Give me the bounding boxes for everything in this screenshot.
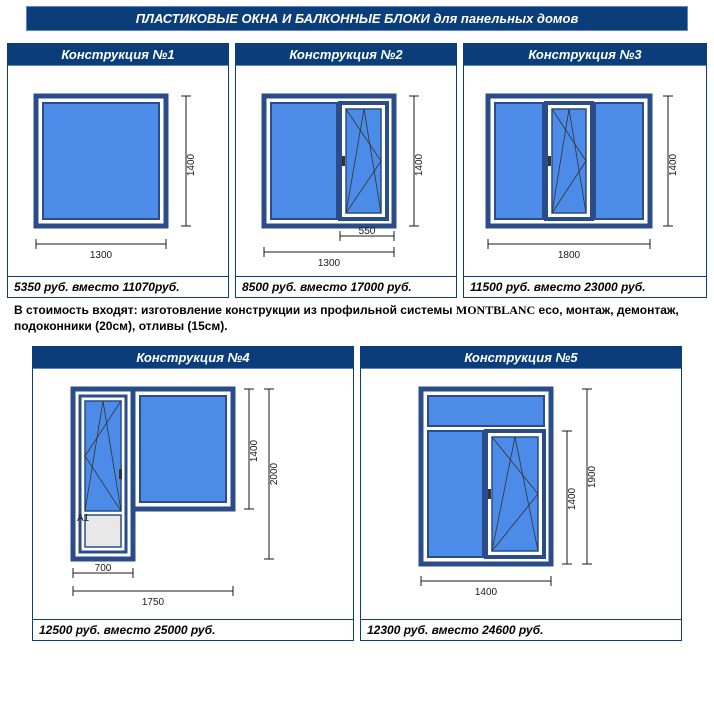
card-4: Конструкция №4 A1 <box>32 346 354 641</box>
card-4-title: Конструкция №4 <box>33 347 353 369</box>
card-4-price: 12500 руб. вместо 25000 руб. <box>33 619 353 640</box>
card-5-diagram: 1400 1900 1400 <box>361 369 683 619</box>
card-2-price: 8500 руб. вместо 17000 руб. <box>236 276 456 297</box>
card-4-body: A1 1400 2000 700 <box>33 369 353 619</box>
svg-text:1400: 1400 <box>249 440 260 463</box>
svg-text:2000: 2000 <box>269 463 280 486</box>
card-3-price: 11500 руб. вместо 23000 руб. <box>464 276 706 297</box>
card-2-body: 1400 550 1300 <box>236 66 456 276</box>
dim-w: 1300 <box>90 250 113 261</box>
svg-text:1800: 1800 <box>558 250 581 261</box>
dim-h: 1400 <box>186 153 197 176</box>
svg-text:1400: 1400 <box>668 153 679 176</box>
svg-text:1900: 1900 <box>587 466 598 489</box>
card-2: Конструкция №2 1400 <box>235 43 457 298</box>
svg-text:700: 700 <box>95 563 112 574</box>
card-3: Конструкция №3 1400 <box>463 43 707 298</box>
card-5-title: Конструкция №5 <box>361 347 681 369</box>
svg-text:550: 550 <box>359 226 376 237</box>
svg-text:1400: 1400 <box>475 587 498 598</box>
card-5-price: 12300 руб. вместо 24600 руб. <box>361 619 681 640</box>
card-1-body: 1400 1300 <box>8 66 228 276</box>
svg-text:1400: 1400 <box>567 488 578 511</box>
card-1-price: 5350 руб. вместо 11070руб. <box>8 276 228 297</box>
card-3-title: Конструкция №3 <box>464 44 706 66</box>
card-1: Конструкция №1 1400 1300 5350 руб. вмест… <box>7 43 229 298</box>
card-3-body: 1400 1800 <box>464 66 706 276</box>
brand-name: MONTBLANC <box>456 303 535 317</box>
card-5-body: 1400 1900 1400 <box>361 369 681 619</box>
row-1: Конструкция №1 1400 1300 5350 руб. вмест… <box>6 43 708 298</box>
card-1-title: Конструкция №1 <box>8 44 228 66</box>
svg-text:1300: 1300 <box>318 258 341 269</box>
svg-text:1400: 1400 <box>414 153 425 176</box>
svg-text:1750: 1750 <box>142 597 165 608</box>
card-3-diagram: 1400 1800 <box>464 66 708 276</box>
inclusion-note: В стоимость входят: изготовление констру… <box>6 298 708 346</box>
page-title: ПЛАСТИКОВЫЕ ОКНА И БАЛКОННЫЕ БЛОКИ для п… <box>26 6 688 31</box>
row-2: Конструкция №4 A1 <box>6 346 708 641</box>
card-2-diagram: 1400 550 1300 <box>236 66 458 276</box>
card-1-diagram: 1400 1300 <box>8 66 230 276</box>
card-4-diagram: A1 1400 2000 700 <box>33 369 355 619</box>
svg-text:A1: A1 <box>77 513 90 524</box>
card-2-title: Конструкция №2 <box>236 44 456 66</box>
card-5: Конструкция №5 140 <box>360 346 682 641</box>
